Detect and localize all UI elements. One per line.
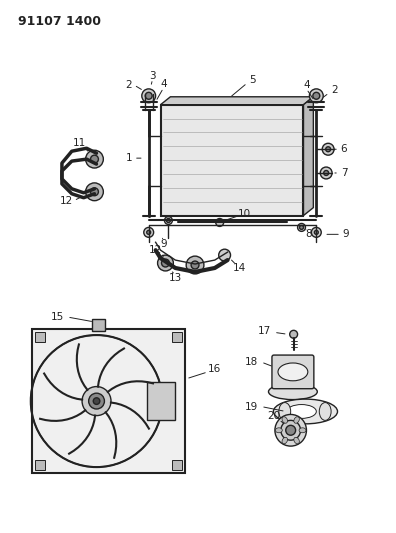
Circle shape (320, 167, 332, 179)
Circle shape (326, 147, 331, 152)
Circle shape (91, 155, 99, 163)
Circle shape (93, 398, 100, 405)
Ellipse shape (282, 437, 287, 444)
Circle shape (322, 143, 334, 155)
Text: 9: 9 (160, 239, 167, 249)
Circle shape (324, 171, 329, 175)
Circle shape (86, 150, 103, 168)
Circle shape (82, 386, 111, 416)
Ellipse shape (273, 399, 337, 424)
Text: 1: 1 (126, 153, 132, 163)
Polygon shape (303, 97, 313, 215)
Circle shape (158, 255, 173, 271)
Circle shape (86, 183, 103, 201)
Text: 20: 20 (267, 411, 280, 422)
Text: 4: 4 (303, 80, 310, 90)
Bar (35, 332, 45, 342)
Bar (35, 460, 45, 470)
Text: 2: 2 (331, 85, 337, 95)
Circle shape (164, 216, 172, 224)
Text: 18: 18 (245, 357, 258, 367)
Ellipse shape (279, 402, 291, 421)
Circle shape (309, 89, 323, 103)
Text: 5: 5 (249, 75, 255, 85)
Polygon shape (160, 97, 313, 104)
Text: 12: 12 (60, 196, 74, 206)
Text: 11: 11 (73, 138, 86, 148)
Circle shape (314, 230, 318, 235)
Bar (172, 460, 182, 470)
Text: 91107 1400: 91107 1400 (17, 14, 101, 28)
Circle shape (186, 256, 204, 274)
Text: 10: 10 (238, 208, 251, 219)
Text: 6: 6 (341, 144, 347, 154)
Text: 2: 2 (126, 80, 132, 90)
Circle shape (89, 393, 105, 409)
Bar (172, 332, 182, 342)
Ellipse shape (287, 405, 316, 418)
Circle shape (286, 425, 295, 435)
Ellipse shape (299, 428, 306, 433)
Bar (91, 319, 105, 332)
Bar (32, 329, 185, 473)
Circle shape (91, 188, 99, 196)
Text: 19: 19 (245, 401, 258, 411)
Circle shape (191, 261, 199, 269)
Circle shape (281, 421, 301, 440)
Circle shape (313, 92, 320, 99)
Text: 12: 12 (149, 245, 162, 255)
Circle shape (166, 219, 170, 222)
Circle shape (142, 89, 156, 103)
Text: 14: 14 (233, 263, 246, 273)
Circle shape (299, 225, 303, 229)
FancyBboxPatch shape (272, 355, 314, 389)
Circle shape (162, 259, 169, 267)
Text: 8: 8 (305, 229, 312, 239)
Text: 4: 4 (160, 79, 167, 89)
Circle shape (216, 219, 224, 227)
Ellipse shape (282, 417, 287, 423)
Text: 3: 3 (149, 71, 156, 81)
Text: 16: 16 (208, 364, 221, 374)
Text: 9: 9 (343, 229, 349, 239)
Circle shape (147, 230, 150, 235)
Bar (147, 382, 175, 420)
Circle shape (275, 415, 307, 446)
Circle shape (311, 228, 321, 237)
Text: 13: 13 (169, 273, 182, 283)
Bar (160, 104, 303, 215)
Ellipse shape (275, 428, 282, 433)
Ellipse shape (294, 437, 299, 444)
Ellipse shape (278, 363, 308, 381)
Circle shape (290, 330, 297, 338)
Ellipse shape (268, 384, 317, 400)
Text: 7: 7 (341, 168, 347, 178)
Text: 17: 17 (257, 326, 271, 336)
Ellipse shape (294, 417, 299, 423)
Circle shape (219, 249, 230, 261)
Circle shape (145, 92, 152, 99)
Ellipse shape (319, 402, 331, 421)
Circle shape (297, 223, 305, 231)
Circle shape (144, 228, 154, 237)
Text: 15: 15 (50, 312, 64, 322)
